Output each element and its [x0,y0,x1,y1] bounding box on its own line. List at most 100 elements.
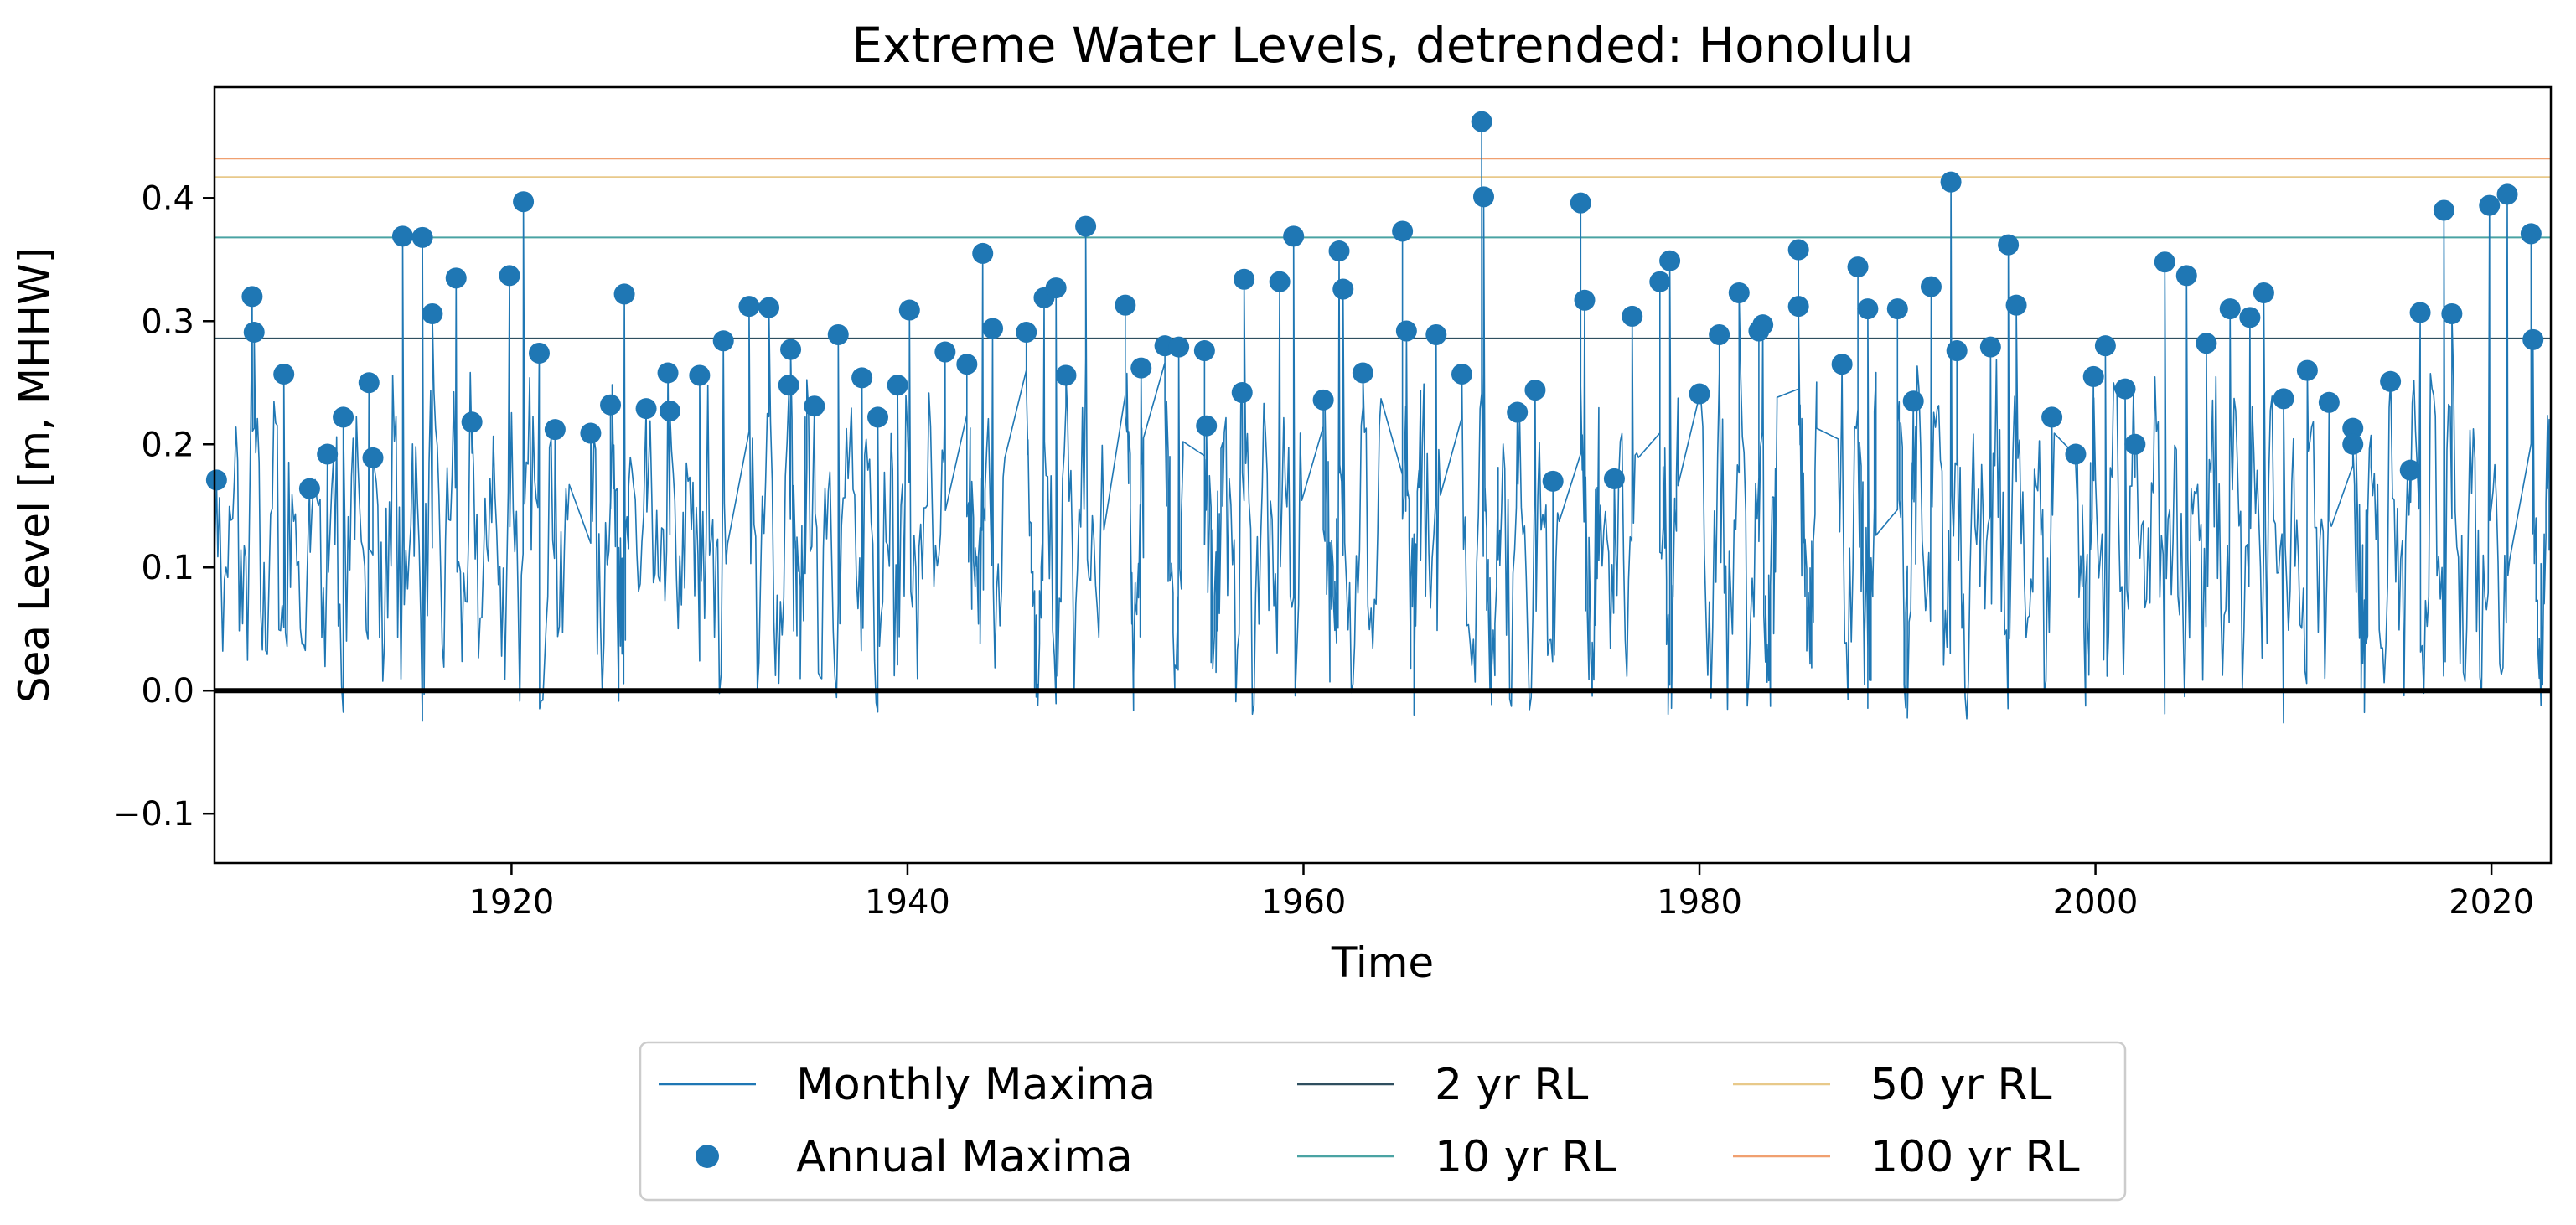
annual-maxima-point [2380,370,2402,392]
annual-maxima-point [2041,406,2063,428]
annual-maxima-point [1471,111,1492,132]
y-tick-label: −0.1 [113,795,194,834]
annual-maxima-point [1075,215,1097,237]
annual-maxima-point [851,367,873,389]
annual-maxima-point [1269,271,1291,292]
annual-maxima-point [659,401,680,422]
annual-maxima-point [2094,335,2116,357]
series-line-monthly-maxima [215,121,2550,724]
annual-maxima-point [1940,171,1962,193]
annual-maxima-point [1234,268,1255,290]
annual-maxima-point [2318,391,2340,413]
y-tick-label: 0.1 [141,549,194,587]
annual-maxima-point [1115,294,1136,316]
y-tick-label: 0.0 [141,672,194,711]
annual-maxima-point [1847,256,1869,278]
annual-maxima-point [1920,276,1942,297]
annual-maxima-point [1787,239,1809,261]
annual-maxima-point [298,478,320,499]
annual-maxima-point [1055,364,1077,386]
annual-maxima-point [1857,298,1879,320]
annual-maxima-point [422,302,443,324]
annual-maxima-point [780,339,802,360]
annual-maxima-point [758,297,780,318]
annual-maxima-point [2342,433,2364,455]
legend-label-monthly-maxima: Monthly Maxima [796,1060,1156,1110]
annual-maxima-point [2399,459,2421,481]
annual-maxima-point [1998,234,2020,256]
annual-maxima-point [2522,328,2544,350]
annual-maxima-point [738,296,760,318]
annual-maxima-point [1603,468,1625,489]
annual-maxima-point [982,318,1004,339]
annual-maxima-point [635,398,657,420]
annual-maxima-point [689,364,711,386]
annual-maxima-point [1542,470,1564,492]
annual-maxima-point [2005,294,2027,316]
annual-maxima-point [243,321,265,343]
annual-maxima-layer [205,111,2544,499]
annual-maxima-point [1130,357,1152,379]
legend-box [639,1041,2127,1202]
annual-maxima-point [2433,199,2454,221]
annual-maxima-point [1472,186,1494,208]
annual-maxima-point [657,362,679,384]
legend: Monthly Maxima Annual Maxima 2 yr RL 10 yr … [639,1041,2127,1202]
annual-maxima-point [972,242,994,264]
annual-maxima-point [358,372,380,394]
annual-maxima-point [1979,336,2001,358]
annual-maxima-point [2479,194,2501,216]
annual-maxima-point [317,443,339,465]
annual-maxima-point [827,323,849,345]
annual-maxima-point [1507,401,1529,423]
plot-frame [213,85,2553,865]
annual-maxima-point [898,299,920,321]
return-level-lines [215,158,2551,339]
annual-maxima-point [956,354,978,375]
annual-maxima-point [2239,307,2261,328]
annual-maxima-point [1787,296,1809,318]
annual-maxima-point [1574,289,1596,311]
annual-maxima-point [2296,359,2318,381]
annual-maxima-point [1524,380,1546,401]
annual-maxima-point [778,375,799,396]
annual-maxima-point [1352,362,1373,384]
annual-maxima-point [241,286,263,308]
annual-maxima-point [2219,298,2241,320]
annual-maxima-point [445,267,467,289]
annual-maxima-point [544,419,566,441]
annual-maxima-point [1689,383,1710,405]
annual-maxima-point [362,447,384,468]
annual-maxima-point [2065,443,2087,465]
annual-maxima-point [580,422,602,444]
y-tick-label: 0.2 [141,426,194,464]
annual-maxima-point [2114,378,2136,400]
annual-maxima-point [1451,363,1473,385]
annual-maxima-point [1196,415,1218,437]
annual-maxima-point [391,225,413,247]
annual-maxima-point [1659,250,1681,271]
annual-maxima-point [1728,282,1750,303]
annual-maxima-point [1332,278,1354,300]
annual-maxima-point [1312,389,1334,411]
annual-maxima-point [2496,183,2518,205]
legend-label-10-yr-rl: 10 yr RL [1435,1132,1616,1182]
annual-maxima-point [513,191,535,213]
annual-maxima-point [2175,265,2197,287]
annual-maxima-point [1016,321,1037,343]
legend-label-2-yr-rl: 2 yr RL [1435,1060,1588,1110]
annual-maxima-point [613,283,635,305]
annual-maxima-point [1831,354,1853,375]
annual-maxima-point [1570,192,1591,214]
annual-maxima-point [1752,314,1774,336]
annual-maxima-point [2409,302,2431,323]
x-axis-label: Time [1331,938,1434,987]
annual-maxima-point [1902,390,1924,412]
legend-label-50-yr-rl: 50 yr RL [1870,1060,2052,1110]
annual-maxima-point [2441,302,2463,324]
legend-label-annual-maxima: Annual Maxima [796,1132,1133,1182]
annual-maxima-point [600,394,622,416]
annual-maxima-point [887,375,908,396]
annual-maxima-point [934,341,956,363]
